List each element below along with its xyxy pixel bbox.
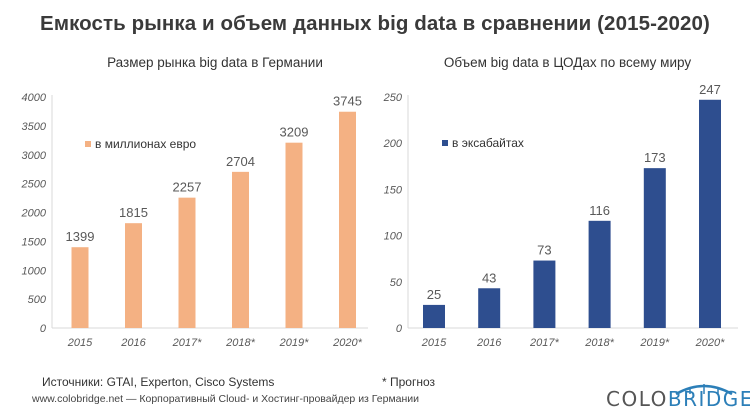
right-bar [533, 260, 556, 328]
logo-colo: COLO [606, 387, 668, 411]
right-bar [643, 168, 666, 328]
left-x-tick-label: 2015 [67, 337, 93, 349]
colobridge-logo: COLOBRIDGE [606, 380, 750, 411]
right-y-tick-label: 100 [384, 231, 403, 243]
logo-bridge: BRIDGE [667, 387, 750, 411]
forecast-note: * Прогноз [382, 375, 436, 389]
right-data-label: 43 [482, 270, 496, 285]
left-bar [178, 197, 196, 328]
chart-right-title: Объем big data в ЦОДах по всему миру [443, 55, 692, 70]
left-data-label: 3209 [280, 125, 309, 140]
left-y-tick-label: 1500 [22, 236, 47, 248]
right-x-tick-label: 2017* [529, 337, 559, 349]
left-bar [339, 111, 356, 328]
footer-site-text: www.colobridge.net — Корпоративный Cloud… [32, 393, 420, 405]
right-x-tick-label: 2015 [421, 337, 447, 349]
right-x-tick-label: 2020* [695, 337, 725, 349]
left-data-label: 3745 [333, 94, 362, 109]
left-data-label: 2257 [173, 180, 202, 195]
right-x-tick-label: 2016 [476, 337, 502, 349]
left-x-tick-label: 2019* [279, 337, 309, 349]
left-data-label: 1399 [66, 229, 95, 244]
right-x-tick-label: 2018* [584, 337, 614, 349]
left-legend-label: в миллионах евро [95, 137, 196, 151]
right-bar [478, 288, 501, 328]
right-legend-swatch [442, 140, 448, 146]
right-y-tick-label: 150 [384, 184, 403, 196]
left-x-tick-label: 2020* [332, 337, 362, 349]
left-x-tick-label: 2016 [120, 337, 146, 349]
left-x-tick-label: 2018* [225, 337, 255, 349]
right-y-tick-label: 200 [383, 138, 403, 150]
sources-text: Источники: GTAI, Experton, Cisco Systems [42, 375, 275, 389]
right-data-label: 73 [537, 243, 551, 258]
left-data-label: 2704 [226, 154, 255, 169]
left-bar [232, 171, 249, 328]
left-bar [71, 247, 89, 328]
left-y-tick-label: 0 [40, 323, 47, 335]
right-data-label: 25 [427, 287, 441, 302]
right-x-tick-label: 2019* [639, 337, 669, 349]
left-y-tick-label: 4000 [22, 92, 47, 104]
left-x-tick-label: 2017* [172, 337, 202, 349]
right-data-label: 247 [699, 82, 721, 97]
left-y-tick-label: 2500 [21, 179, 47, 191]
right-data-label: 173 [644, 150, 666, 165]
left-y-tick-label: 500 [28, 294, 47, 306]
right-y-tick-label: 250 [383, 92, 403, 104]
chart-left-title: Размер рынка big data в Германии [107, 55, 323, 70]
left-y-tick-label: 2000 [21, 208, 47, 220]
bridge-arc-icon [675, 384, 733, 396]
right-legend-label: в эксабайтах [452, 136, 524, 150]
page-title: Емкость рынка и объем данных big data в … [40, 12, 710, 35]
left-y-tick-label: 1000 [22, 265, 47, 277]
left-legend-swatch [85, 141, 91, 147]
left-data-label: 1815 [119, 205, 148, 220]
right-bar [588, 220, 611, 328]
left-bar [285, 142, 303, 328]
left-y-tick-label: 3500 [22, 121, 47, 133]
right-y-tick-label: 50 [390, 277, 403, 289]
right-y-tick-label: 0 [396, 323, 403, 335]
left-bar [125, 223, 142, 328]
left-y-tick-label: 3000 [22, 150, 47, 162]
right-data-label: 116 [589, 203, 610, 218]
right-bar [423, 304, 445, 328]
right-bar [699, 99, 721, 328]
